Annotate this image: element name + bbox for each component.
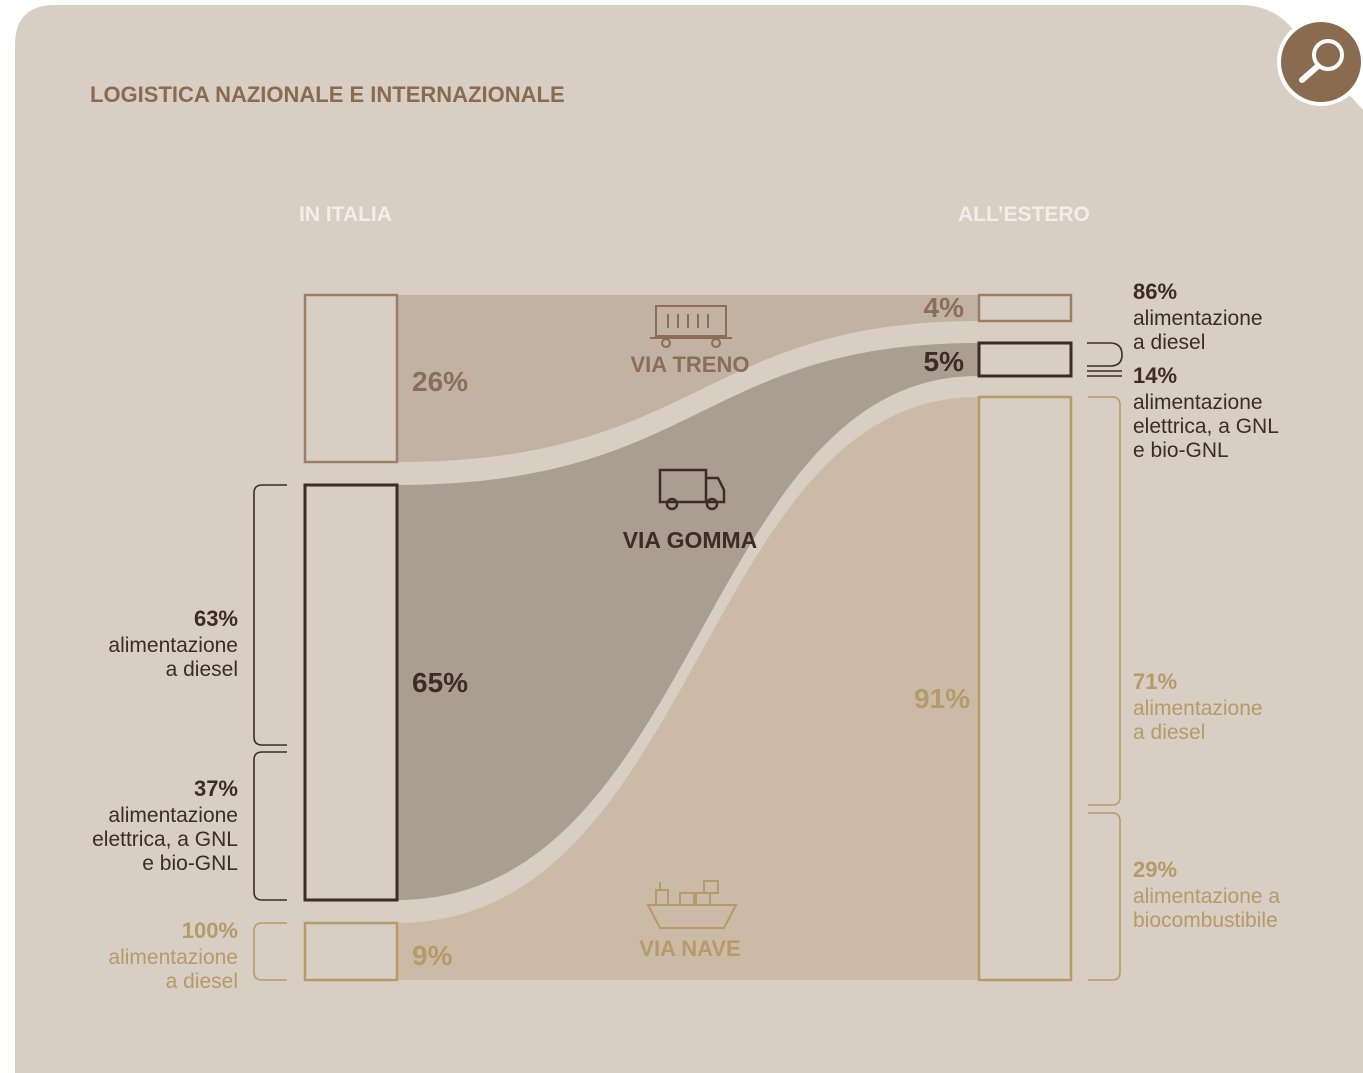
note-pct: 71% — [1133, 669, 1177, 694]
mode-label: VIA GOMMA — [623, 527, 758, 553]
note-line: alimentazione — [1133, 391, 1263, 414]
bar-left-ship — [303, 921, 399, 982]
note-pct: 29% — [1133, 857, 1177, 882]
title: LOGISTICA NAZIONALE E INTERNAZIONALE — [90, 82, 565, 107]
mode-label: VIA NAVE — [639, 936, 740, 961]
icon-truck — [658, 468, 726, 511]
note-pct: 100% — [182, 918, 238, 943]
mode-label: VIA TRENO — [631, 352, 750, 377]
search-button[interactable] — [1277, 18, 1363, 106]
note-pct: 14% — [1133, 363, 1177, 388]
note-line: alimentazione — [1133, 307, 1263, 330]
note-pct: 86% — [1133, 279, 1177, 304]
note-line: e bio-GNL — [142, 852, 238, 875]
left-header: IN ITALIA — [299, 203, 392, 226]
flow-road — [397, 343, 978, 900]
note-pct: 37% — [194, 776, 238, 801]
note-line: a diesel — [166, 658, 238, 681]
note-line: alimentazione — [108, 804, 238, 827]
note-line: elettrica, a GNL — [92, 828, 238, 851]
brackets — [253, 342, 1123, 981]
bar-left-road — [303, 483, 399, 902]
note-line: a diesel — [1133, 721, 1205, 744]
pct-left: 65% — [412, 667, 468, 698]
icon-train — [650, 305, 732, 348]
pct-left: 26% — [412, 366, 468, 397]
note-line: a diesel — [1133, 331, 1205, 354]
right-header: ALL’ESTERO — [958, 203, 1090, 226]
note-line: alimentazione — [1133, 697, 1263, 720]
pct-left: 9% — [412, 940, 453, 971]
note-line: alimentazione — [108, 634, 238, 657]
bar-right-ship — [977, 395, 1073, 982]
note-pct: 63% — [194, 606, 238, 631]
flow-ship — [397, 397, 978, 980]
bar-right-road — [977, 341, 1073, 378]
note-line: alimentazione — [108, 946, 238, 969]
pct-right: 4% — [924, 292, 965, 323]
pct-right: 5% — [924, 346, 965, 377]
note-line: elettrica, a GNL — [1133, 415, 1279, 438]
pct-right: 91% — [914, 683, 970, 714]
note-line: alimentazione a — [1133, 885, 1280, 908]
note-line: a diesel — [166, 970, 238, 993]
bar-right-rail — [977, 293, 1073, 323]
note-line: biocombustibile — [1133, 909, 1278, 932]
flow-rail — [397, 295, 978, 462]
bar-left-rail — [303, 293, 399, 464]
icon-ship — [646, 880, 738, 929]
note-line: e bio-GNL — [1133, 439, 1229, 462]
